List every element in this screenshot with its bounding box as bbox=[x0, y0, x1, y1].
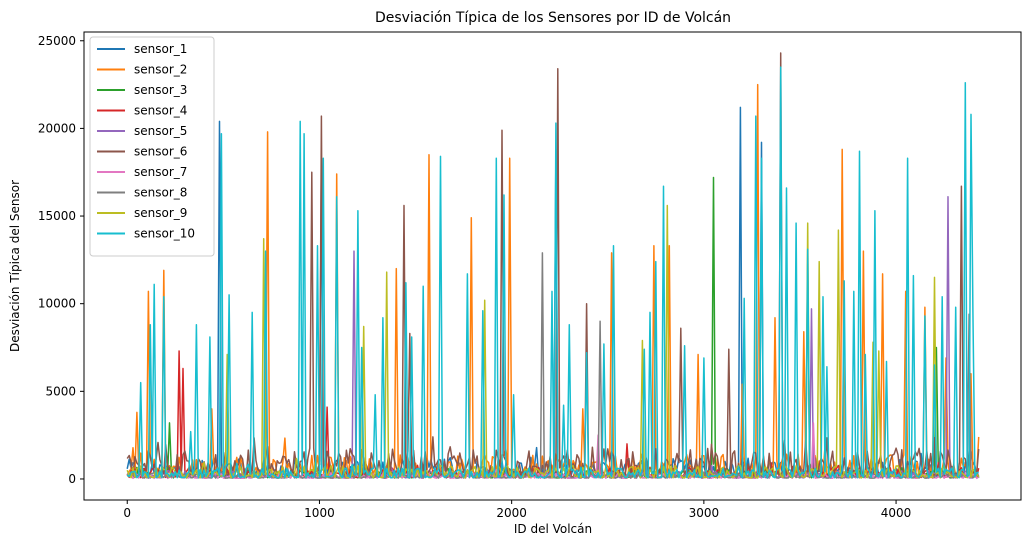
series-line-sensor_10 bbox=[126, 66, 979, 479]
legend-box bbox=[89, 36, 215, 257]
legend-label: sensor_3 bbox=[134, 83, 187, 97]
legend-label: sensor_5 bbox=[134, 124, 187, 138]
y-tick-label: 20000 bbox=[38, 121, 76, 135]
series-line-sensor_9 bbox=[126, 204, 980, 479]
legend-label: sensor_9 bbox=[134, 206, 187, 220]
legend-label: sensor_2 bbox=[134, 63, 187, 77]
y-tick-label: 15000 bbox=[38, 209, 76, 223]
legend-label: sensor_8 bbox=[134, 186, 187, 200]
x-tick-label: 1000 bbox=[304, 506, 335, 520]
x-tick-label: 3000 bbox=[689, 506, 720, 520]
y-tick-label: 5000 bbox=[45, 384, 76, 398]
y-tick-label: 0 bbox=[68, 472, 76, 486]
y-tick-label: 10000 bbox=[38, 297, 76, 311]
legend-label: sensor_1 bbox=[134, 42, 187, 56]
chart-title: Desviación Típica de los Sensores por ID… bbox=[375, 10, 731, 26]
legend-label: sensor_6 bbox=[134, 145, 187, 159]
y-axis: 0 5000 10000 15000 20000 25000 bbox=[38, 34, 84, 486]
legend-label: sensor_4 bbox=[134, 104, 187, 118]
x-tick-label: 0 bbox=[123, 506, 131, 520]
y-tick-label: 25000 bbox=[38, 34, 76, 48]
legend-label: sensor_10 bbox=[134, 227, 195, 241]
y-axis-label: Desviación Típica del Sensor bbox=[8, 180, 22, 352]
plot-area bbox=[126, 52, 980, 480]
x-axis: 0 1000 2000 3000 4000 bbox=[123, 500, 911, 520]
x-tick-label: 4000 bbox=[881, 506, 912, 520]
legend-label: sensor_7 bbox=[134, 165, 187, 179]
x-axis-label: ID del Volcán bbox=[514, 522, 592, 536]
legend: sensor_1 sensor_2 sensor_3 sensor_4 sensor_5… bbox=[89, 36, 215, 257]
x-tick-label: 2000 bbox=[496, 506, 527, 520]
plot-frame bbox=[83, 31, 1022, 501]
